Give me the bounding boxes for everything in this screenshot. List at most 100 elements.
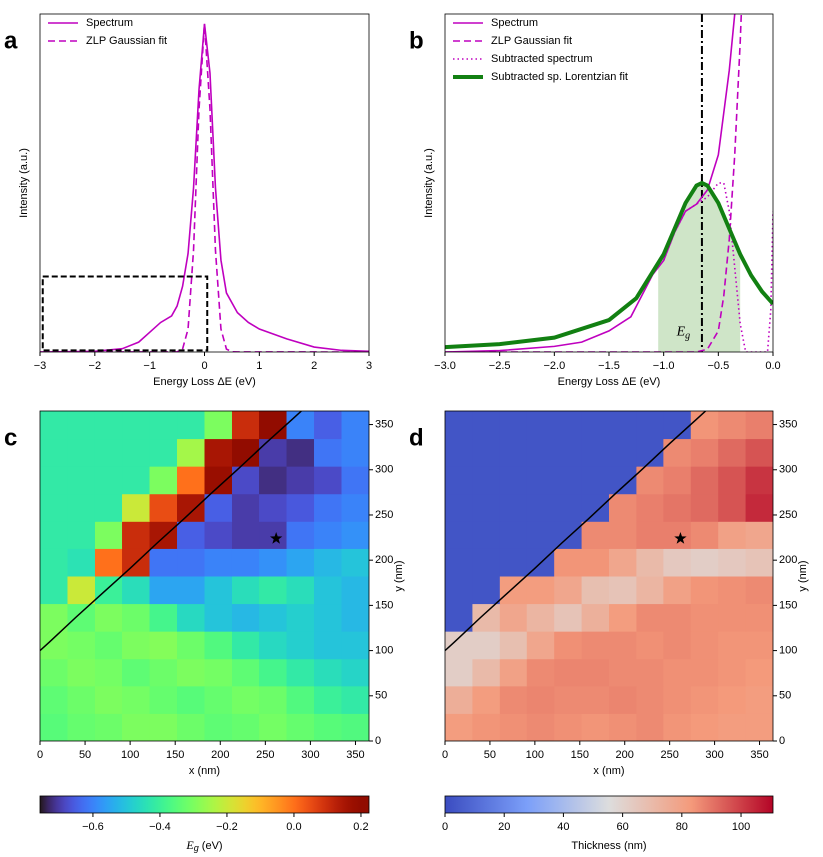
heatmap-cell bbox=[231, 713, 260, 741]
y-axis-label: Intensity (a.u.) bbox=[18, 148, 30, 218]
x-tick-label: −3 bbox=[34, 360, 47, 372]
x-axis-label: x (nm) bbox=[593, 765, 624, 777]
heatmap-cell bbox=[745, 521, 773, 549]
legend-label: Subtracted spectrum bbox=[491, 53, 593, 65]
heatmap-cell bbox=[581, 603, 610, 632]
x-tick-label: 350 bbox=[750, 749, 768, 761]
heatmap-cell bbox=[581, 438, 610, 467]
x-tick-label: 250 bbox=[256, 749, 274, 761]
heatmap-cell bbox=[67, 411, 96, 440]
heatmap-cell bbox=[526, 658, 555, 687]
y-axis-label: y (nm) bbox=[797, 560, 809, 591]
heatmap-cell bbox=[690, 631, 719, 660]
x-tick-label: −2 bbox=[89, 360, 102, 372]
heatmap-cell bbox=[259, 713, 288, 741]
heatmap-cell bbox=[286, 438, 315, 467]
heatmap-cell bbox=[149, 493, 178, 522]
heatmap-cell bbox=[341, 493, 369, 522]
heatmap-cell bbox=[609, 548, 637, 577]
heatmap-cell bbox=[663, 521, 692, 549]
x-tick-label: −1.5 bbox=[598, 360, 620, 372]
heatmap-cell bbox=[690, 576, 719, 605]
heatmap-cell bbox=[581, 631, 610, 660]
x-tick-label: 100 bbox=[526, 749, 544, 761]
heatmap-cell bbox=[499, 576, 528, 605]
heatmap-cell bbox=[314, 521, 343, 549]
heatmap-cell bbox=[314, 548, 343, 577]
heatmap-cell bbox=[177, 685, 205, 714]
heatmap-cell bbox=[94, 576, 123, 605]
heatmap-cell bbox=[231, 521, 260, 549]
heatmap-cell bbox=[663, 548, 692, 577]
heatmap-cell bbox=[286, 603, 315, 632]
heatmap-cell bbox=[149, 713, 178, 741]
heatmap-cell bbox=[526, 466, 555, 495]
heatmap-cell bbox=[718, 713, 747, 741]
heatmap-cell bbox=[314, 603, 343, 632]
heatmap-cell bbox=[718, 411, 747, 440]
heatmap-cell bbox=[499, 603, 528, 632]
colorbar bbox=[444, 795, 774, 814]
heatmap-cell bbox=[472, 685, 501, 714]
heatmap-cell bbox=[581, 548, 610, 577]
heatmap-cell bbox=[690, 603, 719, 632]
heatmap-cell bbox=[286, 466, 315, 495]
x-tick-label: −2.0 bbox=[543, 360, 565, 372]
y-tick-label: 100 bbox=[375, 644, 393, 656]
heatmap-cell bbox=[472, 576, 501, 605]
heatmap-cell bbox=[67, 576, 96, 605]
heatmap-cell bbox=[745, 493, 773, 522]
x-tick-label: 0 bbox=[442, 749, 448, 761]
heatmap-cell bbox=[663, 685, 692, 714]
heatmap-cell bbox=[609, 603, 637, 632]
heatmap-cell bbox=[122, 631, 151, 660]
heatmap-cell bbox=[40, 521, 68, 549]
axes-frame bbox=[444, 410, 774, 742]
y-tick-label: 100 bbox=[779, 644, 797, 656]
y-tick-label: 300 bbox=[779, 464, 797, 476]
heatmap-cell bbox=[40, 713, 68, 741]
x-axis-label: Energy Loss ΔE (eV) bbox=[153, 376, 256, 388]
heatmap-cell bbox=[609, 631, 637, 660]
heatmap-cell bbox=[499, 493, 528, 522]
heatmap-cell bbox=[472, 438, 501, 467]
heatmap-cell bbox=[231, 411, 260, 440]
heatmap-cell bbox=[609, 658, 637, 687]
heatmap-cell bbox=[204, 466, 233, 495]
colorbar bbox=[39, 795, 370, 814]
heatmap-cell bbox=[636, 685, 664, 714]
heatmap-cell bbox=[40, 493, 68, 522]
heatmap-cell bbox=[554, 411, 583, 440]
heatmap-cell bbox=[690, 548, 719, 577]
y-tick-label: 350 bbox=[779, 418, 797, 430]
axes-frame bbox=[39, 13, 370, 353]
heatmap-cell bbox=[718, 548, 747, 577]
heatmap-cell bbox=[67, 713, 96, 741]
heatmap-cell bbox=[554, 466, 583, 495]
x-tick-label: 0 bbox=[37, 749, 43, 761]
heatmap-cell bbox=[149, 631, 178, 660]
heatmap-cell bbox=[526, 685, 555, 714]
heatmap-cell bbox=[122, 576, 151, 605]
heatmap-cell bbox=[67, 521, 96, 549]
heatmap-cell bbox=[472, 603, 501, 632]
heatmap-cell bbox=[341, 411, 369, 440]
heatmap-cell bbox=[499, 685, 528, 714]
heatmap-cell bbox=[341, 466, 369, 495]
x-tick-label: 300 bbox=[705, 749, 723, 761]
heatmap-cell bbox=[40, 411, 68, 440]
heatmap-cell bbox=[526, 631, 555, 660]
heatmap-cell bbox=[609, 713, 637, 741]
heatmap-cell bbox=[472, 521, 501, 549]
heatmap-cell bbox=[341, 603, 369, 632]
heatmap-cell bbox=[690, 685, 719, 714]
heatmap-cell bbox=[445, 466, 473, 495]
heatmap-cell bbox=[718, 685, 747, 714]
heatmap-cell bbox=[259, 603, 288, 632]
heatmap-cell bbox=[177, 603, 205, 632]
heatmap-cell bbox=[40, 438, 68, 467]
heatmap-cell bbox=[40, 576, 68, 605]
heatmap-cell bbox=[341, 548, 369, 577]
heatmap-cell bbox=[122, 438, 151, 467]
